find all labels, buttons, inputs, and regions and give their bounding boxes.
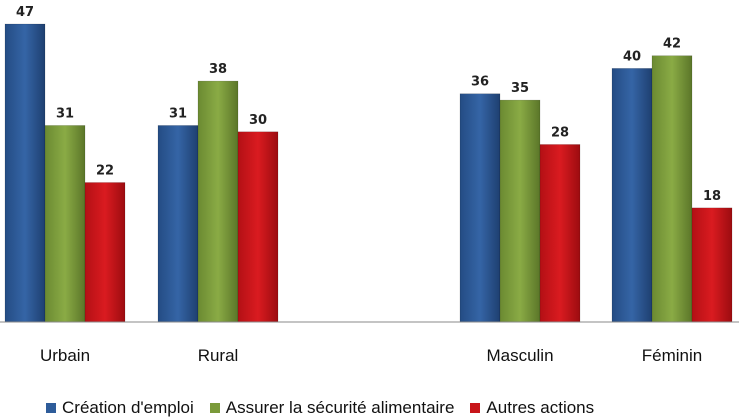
data-label: 31 — [169, 106, 187, 121]
data-label: 18 — [703, 189, 721, 204]
data-label: 42 — [663, 37, 681, 52]
data-label: 31 — [56, 106, 74, 121]
legend-swatch-blue — [46, 403, 56, 413]
category-label: Masculin — [486, 346, 553, 365]
legend-label: Création d'emploi — [62, 398, 194, 417]
legend-swatch-green — [209, 403, 220, 413]
bar-rural-series-0 — [157, 125, 199, 323]
legend-item-autres-actions: Autres actions — [470, 398, 594, 418]
bar-masculin-series-2 — [539, 144, 581, 323]
bar-féminin-series-0 — [611, 68, 653, 323]
data-label: 40 — [623, 49, 641, 64]
bar-masculin-series-0 — [459, 93, 501, 323]
bar-féminin-series-1 — [651, 55, 693, 323]
legend: Création d'emploi Assurer la sécurité al… — [46, 398, 610, 418]
data-label: 22 — [96, 164, 114, 179]
bar-rural-series-1 — [197, 80, 239, 323]
category-labels: Urbain Rural Masculin Féminin — [40, 346, 702, 365]
labels-group: 47 31 22 31 38 30 36 35 28 40 42 18 — [16, 5, 721, 204]
bar-féminin-series-2 — [691, 207, 733, 323]
data-label: 35 — [511, 81, 529, 96]
bar-urbain-series-0 — [4, 23, 46, 323]
category-label: Féminin — [642, 346, 702, 365]
legend-label: Assurer la sécurité alimentaire — [225, 398, 455, 417]
legend-label: Autres actions — [486, 398, 595, 417]
data-label: 47 — [16, 5, 34, 20]
bars-group — [4, 23, 733, 323]
bar-urbain-series-1 — [44, 125, 86, 323]
legend-item-securite-alimentaire: Assurer la sécurité alimentaire — [209, 398, 455, 418]
legend-item-creation-emploi: Création d'emploi — [46, 398, 194, 418]
category-label: Urbain — [40, 346, 90, 365]
data-label: 28 — [551, 125, 569, 140]
category-label: Rural — [198, 346, 239, 365]
bar-urbain-series-2 — [84, 182, 126, 323]
data-label: 36 — [471, 75, 489, 90]
legend-swatch-red — [470, 403, 481, 413]
bar-rural-series-2 — [237, 131, 279, 323]
data-label: 30 — [249, 113, 267, 128]
bar-chart: 47 31 22 31 38 30 36 35 28 40 42 18 Urbain Rural Masc… — [0, 5, 739, 365]
bar-masculin-series-1 — [499, 99, 541, 323]
data-label: 38 — [209, 62, 227, 77]
